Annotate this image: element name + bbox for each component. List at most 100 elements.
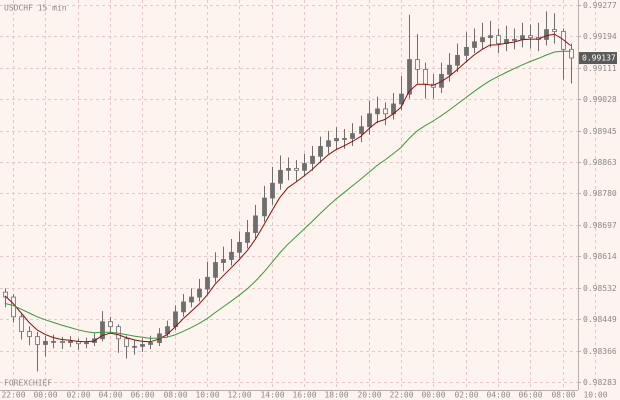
candle-body [181, 301, 186, 313]
candle-body [552, 29, 557, 32]
ma-line [4, 50, 571, 339]
candle-body [569, 48, 574, 59]
candle-body [19, 316, 24, 332]
candle-body [342, 138, 347, 140]
candle-body [447, 64, 452, 75]
candle-body [512, 39, 517, 41]
candle-body [350, 133, 355, 139]
candle-body [221, 259, 226, 263]
candle-body [262, 197, 267, 217]
candle-body [60, 341, 65, 343]
x-tick-label: 22:00 [1, 391, 25, 400]
candle-body [407, 59, 412, 95]
last-price-box [579, 52, 617, 65]
candle-body [140, 344, 145, 347]
x-tick-label: 10:00 [583, 391, 607, 400]
candle-body [423, 69, 428, 85]
y-tick-label: 0.99028 [583, 95, 617, 104]
candle-body [148, 342, 153, 345]
y-tick-label: 0.98614 [583, 252, 617, 261]
candle-body [496, 35, 501, 45]
candle-body [326, 140, 331, 147]
x-tick-label: 06:00 [130, 391, 154, 400]
candle-body [213, 262, 218, 278]
y-tick-label: 0.99111 [583, 64, 617, 73]
y-tick-label: 0.98945 [583, 127, 617, 136]
candle-body [35, 336, 40, 345]
ma-line [4, 33, 571, 343]
candle-body [455, 54, 460, 66]
x-tick-label: 14:00 [260, 391, 284, 400]
candle-body [11, 296, 16, 318]
y-tick-label: 0.99277 [583, 1, 617, 10]
chart-title: USDCHF 15 min [4, 4, 67, 13]
grid [0, 0, 596, 390]
candle-body [189, 296, 194, 303]
candle-body [544, 29, 549, 40]
x-tick-label: 12:00 [227, 391, 251, 400]
y-tick-label: 0.99194 [583, 32, 617, 41]
candle-body [229, 251, 234, 260]
candle-body [43, 341, 48, 345]
candle-body [310, 155, 315, 164]
candle-body [439, 73, 444, 88]
candle-body [302, 163, 307, 171]
candle-body [132, 345, 137, 348]
plot [3, 11, 574, 372]
candle-body [415, 59, 420, 70]
candle-body [270, 182, 275, 199]
candle-body [464, 47, 469, 56]
x-tick-label: 08:00 [551, 391, 575, 400]
y-tick-label: 0.98780 [583, 189, 617, 198]
candle-body [245, 232, 250, 243]
candle-body [278, 169, 283, 184]
candle-body [108, 321, 113, 328]
x-tick-label: 22:00 [389, 391, 413, 400]
candle-body [359, 126, 364, 134]
candle-body [197, 288, 202, 298]
y-tick-label: 0.98697 [583, 221, 617, 230]
candle-body [124, 338, 129, 347]
x-tick-label: 02:00 [454, 391, 478, 400]
y-tick-label: 0.98532 [583, 284, 617, 293]
candle-body [367, 113, 372, 128]
x-tick-label: 10:00 [195, 391, 219, 400]
x-tick-label: 06:00 [518, 391, 542, 400]
x-tick-label: 04:00 [486, 391, 510, 400]
candle-body [51, 341, 56, 343]
x-tick-label: 08:00 [163, 391, 187, 400]
x-tick-label: 20:00 [357, 391, 381, 400]
candle-body [173, 311, 178, 328]
candle-body [68, 341, 73, 343]
watermark: FOREXCHIEF [4, 379, 52, 388]
y-tick-label: 0.98863 [583, 158, 617, 167]
candle-body [84, 342, 89, 345]
x-tick-label: 02:00 [66, 391, 90, 400]
y-tick-label: 0.98283 [583, 378, 617, 387]
x-tick-label: 00:00 [421, 391, 445, 400]
candle-body [294, 168, 299, 171]
x-tick-label: 16:00 [292, 391, 316, 400]
x-tick-label: 04:00 [98, 391, 122, 400]
y-tick-label: 0.98366 [583, 347, 617, 356]
candle-body [253, 215, 258, 233]
candle-body [334, 138, 339, 142]
candle-body [375, 108, 380, 115]
y-tick-label: 0.98449 [583, 315, 617, 324]
candle-body [286, 168, 291, 171]
candle-body [472, 41, 477, 48]
candle-body [399, 93, 404, 105]
candle-body [100, 321, 105, 340]
x-tick-label: 18:00 [324, 391, 348, 400]
candle-body [528, 35, 533, 38]
candle-body [520, 35, 525, 40]
last-price-label: 0.99137 [582, 54, 616, 63]
candle-body [318, 146, 323, 157]
candle-body [237, 242, 242, 253]
candle-body [488, 35, 493, 38]
candle-body [383, 108, 388, 115]
candle-body [205, 276, 210, 290]
candle-body [27, 331, 32, 337]
x-tick-label: 00:00 [33, 391, 57, 400]
